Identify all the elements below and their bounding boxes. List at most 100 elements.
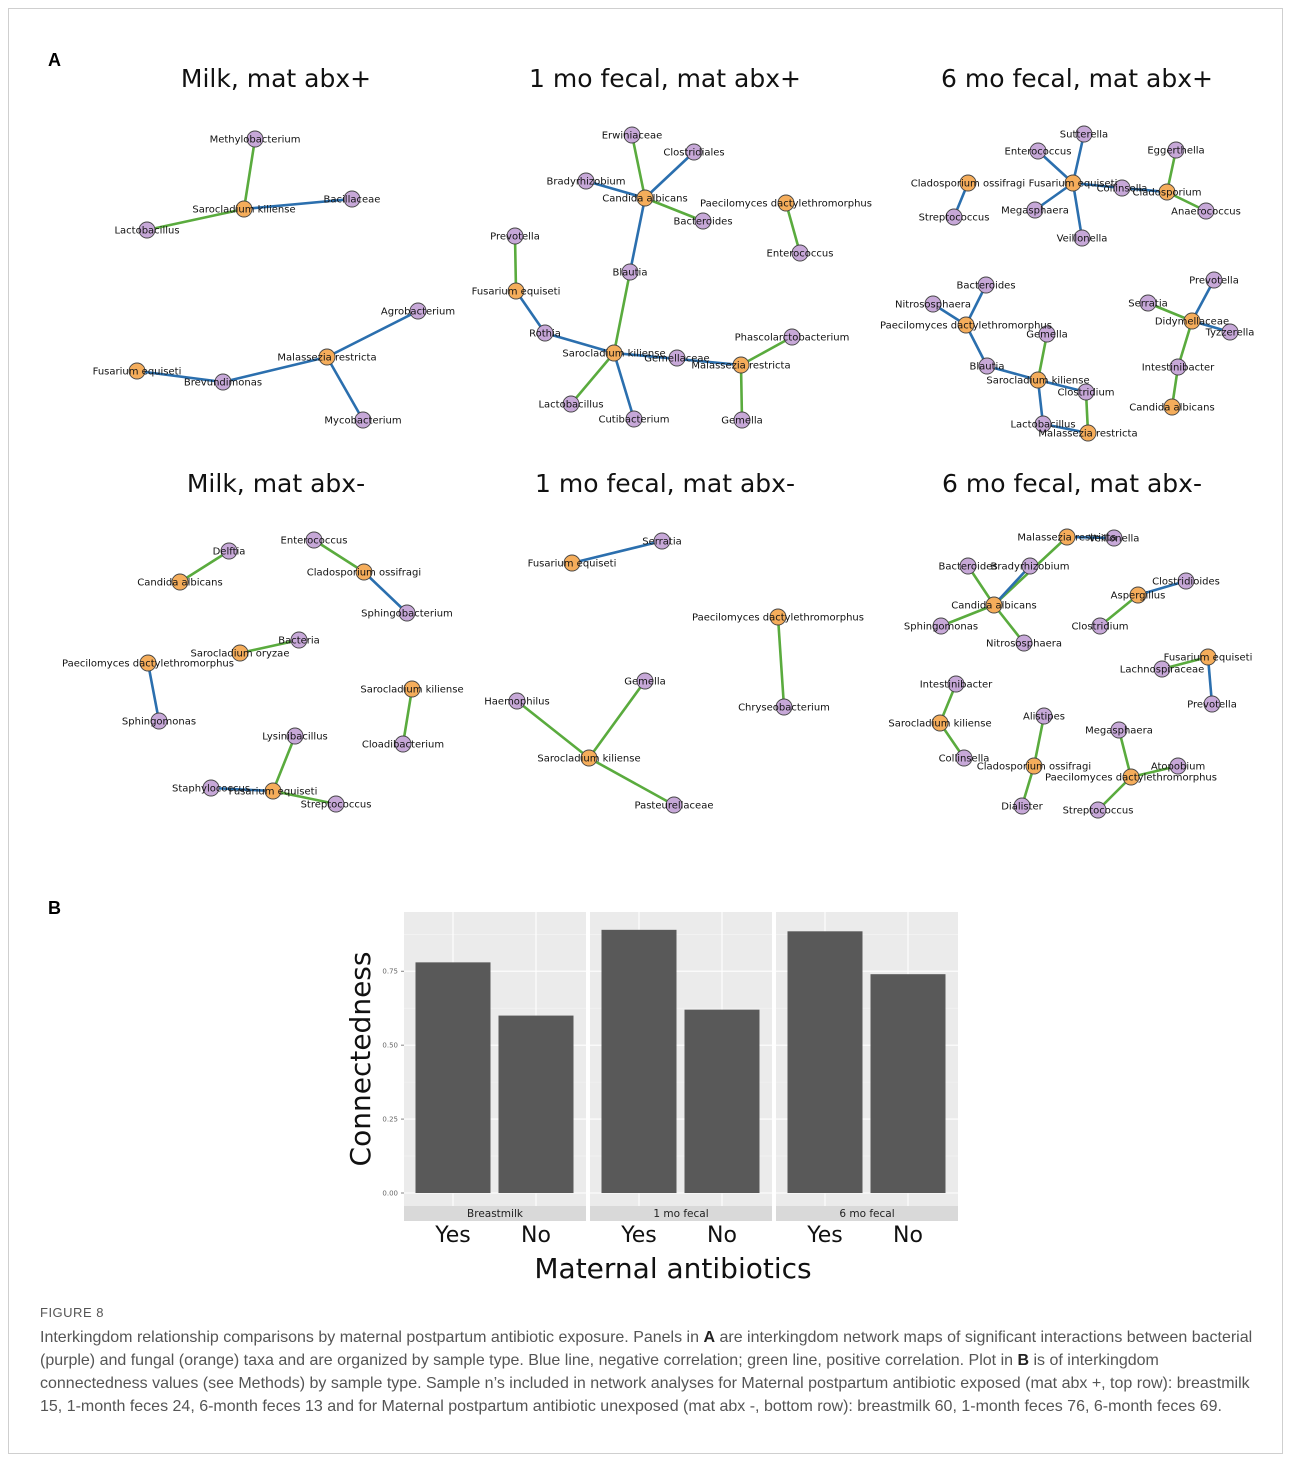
node-label: Prevotella <box>490 232 540 243</box>
node-fungi <box>1183 312 1201 330</box>
node-label: Nitrososphaera <box>986 639 1062 650</box>
node-bacteria <box>1167 141 1185 159</box>
edge-negative <box>628 196 647 274</box>
edge-negative <box>584 179 647 200</box>
nodes <box>931 528 1221 819</box>
node-bacteria <box>562 395 580 413</box>
network-panel-2: 1 mo fecal, mat abx+ ErwiniaceaeClostridi… <box>472 64 872 429</box>
node-bacteria <box>577 172 595 190</box>
edge-positive <box>939 603 996 628</box>
node-bacteria <box>1205 271 1223 289</box>
network-title: 6 mo fecal, mat abx+ <box>941 64 1213 93</box>
caption-segment: Interkingdom relationship comparisons by… <box>40 1329 704 1346</box>
nodes <box>139 531 421 813</box>
node-label: Serratia <box>642 537 682 548</box>
node-bacteria <box>623 126 641 144</box>
edges <box>135 137 420 422</box>
caption-segment: is of interkingdom connectedness values … <box>40 1352 1250 1415</box>
node-bacteria <box>508 692 526 710</box>
node-label: Candida albicans <box>1129 403 1214 414</box>
edge-negative <box>612 351 636 421</box>
node-fungi <box>1163 398 1181 416</box>
node-label: Haemophilus <box>484 697 549 708</box>
edge-positive <box>312 538 366 574</box>
edges <box>515 539 786 807</box>
node-fungi <box>732 356 750 374</box>
node-label: Rothia <box>529 329 561 340</box>
node-bacteria <box>290 631 308 649</box>
panel-label-b: B <box>48 898 61 918</box>
edge-positive <box>271 734 297 793</box>
node-bacteria <box>625 410 643 428</box>
node-label: Didymellaceae <box>1155 317 1229 328</box>
node-label: Cloadibacterium <box>362 740 444 751</box>
node-label: Candida albicans <box>602 194 687 205</box>
figure-caption: FIGURE 8 Interkingdom relationship compa… <box>40 1305 1255 1418</box>
node-fungi <box>235 200 253 218</box>
node-label: Sarocladium oryzae <box>191 649 290 660</box>
node-fungi <box>769 608 787 626</box>
network-title: 6 mo fecal, mat abx- <box>942 469 1202 498</box>
nodes <box>128 130 427 429</box>
node-bacteria <box>1091 617 1109 635</box>
node-bacteria <box>924 295 942 313</box>
node-label: Streptococcus <box>919 213 990 224</box>
edge-positive <box>643 196 705 223</box>
node-label: Streptococcus <box>301 800 372 811</box>
node-label: Bacillaceae <box>324 195 381 206</box>
edge-positive <box>271 789 338 806</box>
node-label: Enterococcus <box>1005 147 1072 158</box>
node-bacteria <box>1169 358 1187 376</box>
node-bacteria <box>1013 797 1031 815</box>
node-label: Gemellaceae <box>644 354 709 365</box>
node-bacteria <box>932 617 950 635</box>
edge-positive <box>242 137 257 211</box>
caption-bold-ref: A <box>703 1329 716 1346</box>
node-bacteria <box>409 302 427 320</box>
node-fungi <box>580 749 598 767</box>
node-label: Cladosporium ossifragi <box>977 762 1091 773</box>
node-label: Staphylococcus <box>172 784 250 795</box>
node-label: Sarocladium kiliense <box>537 754 640 765</box>
node-bacteria <box>1021 557 1039 575</box>
node-fungi <box>777 194 795 212</box>
node-bacteria <box>506 227 524 245</box>
network-title: Milk, mat abx+ <box>181 64 371 93</box>
node-fungi <box>1029 371 1047 389</box>
edge-positive <box>630 133 647 200</box>
node-bacteria <box>636 672 654 690</box>
node-label: Malassezia restricta <box>1038 429 1137 440</box>
nodes <box>508 532 793 814</box>
node-label: Methylobacterium <box>210 135 301 146</box>
edge-positive <box>739 335 794 367</box>
node-fungi <box>1129 586 1147 604</box>
node-label: Enterococcus <box>281 536 348 547</box>
edge-positive <box>587 679 647 760</box>
node-label: Prevotella <box>1189 276 1239 287</box>
node-bacteria <box>1089 801 1107 819</box>
node-label: Cladosporium ossifragi <box>911 179 1025 190</box>
node-label: Erwiniaceae <box>602 131 663 142</box>
node-bacteria <box>202 779 220 797</box>
node-bacteria <box>246 130 264 148</box>
node-label: Gemella <box>624 677 665 688</box>
node-label: Serratia <box>1128 299 1168 310</box>
edge-negative <box>1071 181 1084 240</box>
node-label: Atopobium <box>1151 762 1205 773</box>
figure-label: FIGURE 8 <box>40 1305 104 1320</box>
node-label: Clostridioides <box>1152 577 1220 588</box>
node-bacteria <box>1073 229 1091 247</box>
node-bacteria <box>1221 323 1239 341</box>
node-fungi <box>605 344 623 362</box>
network-panel-3: 6 mo fecal, mat abx+ Sutterella Enterococc… <box>880 64 1254 442</box>
node-fungi <box>1199 648 1217 666</box>
node-bacteria <box>1075 125 1093 143</box>
node-label: Blautia <box>613 268 648 279</box>
edge-positive <box>1032 714 1046 768</box>
node-bacteria <box>1034 415 1052 433</box>
node-bacteria <box>343 190 361 208</box>
node-label: Prevotella <box>1187 700 1237 711</box>
node-bacteria <box>947 675 965 693</box>
edge-positive <box>612 270 632 355</box>
node-label: Megasphaera <box>1001 206 1069 217</box>
